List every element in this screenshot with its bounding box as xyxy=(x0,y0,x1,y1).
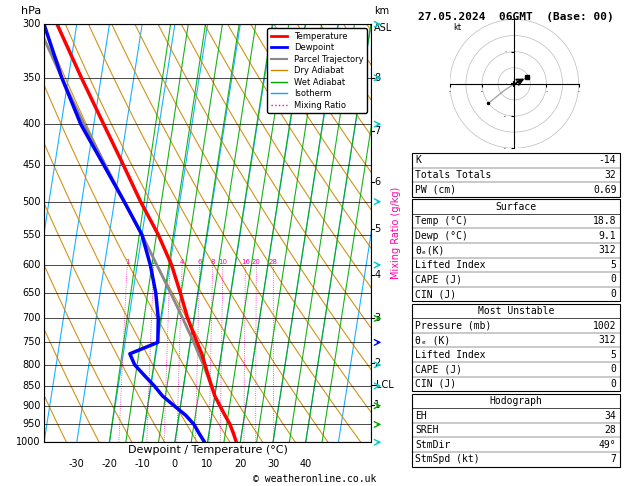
Text: -30: -30 xyxy=(69,459,85,469)
Text: 0: 0 xyxy=(611,379,616,389)
Text: 850: 850 xyxy=(22,381,41,391)
Text: 5: 5 xyxy=(611,260,616,270)
Text: 4: 4 xyxy=(180,259,184,265)
Text: 400: 400 xyxy=(23,119,41,129)
Text: 16: 16 xyxy=(241,259,250,265)
Text: 20: 20 xyxy=(234,459,247,469)
Text: 800: 800 xyxy=(23,360,41,370)
Text: θₑ(K): θₑ(K) xyxy=(415,245,445,255)
Text: 350: 350 xyxy=(22,73,41,83)
Text: ASL: ASL xyxy=(374,23,392,33)
Text: 32: 32 xyxy=(604,170,616,180)
Text: 0: 0 xyxy=(611,289,616,299)
Text: 500: 500 xyxy=(22,197,41,207)
Text: 9.1: 9.1 xyxy=(599,231,616,241)
Text: 4: 4 xyxy=(374,270,381,279)
Text: 10: 10 xyxy=(218,259,228,265)
Text: 2: 2 xyxy=(152,259,156,265)
Text: 28: 28 xyxy=(269,259,278,265)
Text: 1: 1 xyxy=(374,400,381,410)
Text: 900: 900 xyxy=(23,400,41,411)
Text: 7: 7 xyxy=(611,454,616,464)
Text: 18.8: 18.8 xyxy=(593,216,616,226)
Text: 950: 950 xyxy=(22,419,41,430)
Text: 300: 300 xyxy=(23,19,41,29)
Text: Pressure (mb): Pressure (mb) xyxy=(415,321,491,330)
X-axis label: Dewpoint / Temperature (°C): Dewpoint / Temperature (°C) xyxy=(128,445,287,455)
Text: 750: 750 xyxy=(22,337,41,347)
Text: CAPE (J): CAPE (J) xyxy=(415,275,462,284)
Text: 40: 40 xyxy=(299,459,312,469)
Text: EH: EH xyxy=(415,411,427,420)
Text: 5: 5 xyxy=(374,224,381,234)
Text: 28: 28 xyxy=(604,425,616,435)
Text: 600: 600 xyxy=(23,260,41,270)
Text: SREH: SREH xyxy=(415,425,438,435)
Text: kt: kt xyxy=(453,23,461,32)
Text: LCL: LCL xyxy=(376,380,394,390)
Text: CIN (J): CIN (J) xyxy=(415,289,456,299)
Text: Most Unstable: Most Unstable xyxy=(477,306,554,316)
Text: 450: 450 xyxy=(22,160,41,170)
Text: Surface: Surface xyxy=(495,202,537,211)
Legend: Temperature, Dewpoint, Parcel Trajectory, Dry Adiabat, Wet Adiabat, Isotherm, Mi: Temperature, Dewpoint, Parcel Trajectory… xyxy=(267,29,367,113)
Text: 700: 700 xyxy=(22,313,41,324)
Text: 650: 650 xyxy=(22,288,41,298)
Text: 0.69: 0.69 xyxy=(593,185,616,194)
Text: 2: 2 xyxy=(374,358,381,367)
Text: CIN (J): CIN (J) xyxy=(415,379,456,389)
Text: 0: 0 xyxy=(611,364,616,374)
Text: 6: 6 xyxy=(374,176,381,187)
Text: 27.05.2024  06GMT  (Base: 00): 27.05.2024 06GMT (Base: 00) xyxy=(418,12,614,22)
Text: Totals Totals: Totals Totals xyxy=(415,170,491,180)
Text: 0: 0 xyxy=(172,459,178,469)
Text: 1: 1 xyxy=(125,259,130,265)
Text: 550: 550 xyxy=(22,230,41,240)
Text: 7: 7 xyxy=(374,126,381,136)
Text: 6: 6 xyxy=(198,259,202,265)
Text: Temp (°C): Temp (°C) xyxy=(415,216,468,226)
Text: 1000: 1000 xyxy=(16,437,41,447)
Text: 20: 20 xyxy=(252,259,261,265)
Text: 1002: 1002 xyxy=(593,321,616,330)
Text: Lifted Index: Lifted Index xyxy=(415,260,486,270)
Text: hPa: hPa xyxy=(21,6,41,16)
Text: 3: 3 xyxy=(374,313,381,324)
Text: 10: 10 xyxy=(201,459,214,469)
Text: -10: -10 xyxy=(134,459,150,469)
Text: θₑ (K): θₑ (K) xyxy=(415,335,450,345)
Text: Lifted Index: Lifted Index xyxy=(415,350,486,360)
Text: -14: -14 xyxy=(599,156,616,165)
Text: PW (cm): PW (cm) xyxy=(415,185,456,194)
Text: Dewp (°C): Dewp (°C) xyxy=(415,231,468,241)
Text: 49°: 49° xyxy=(599,440,616,450)
Text: 8: 8 xyxy=(374,73,381,83)
Text: 312: 312 xyxy=(599,245,616,255)
Text: 3: 3 xyxy=(168,259,172,265)
Text: 30: 30 xyxy=(267,459,279,469)
Text: StmDir: StmDir xyxy=(415,440,450,450)
Text: K: K xyxy=(415,156,421,165)
Text: 8: 8 xyxy=(211,259,215,265)
Text: 5: 5 xyxy=(611,350,616,360)
Text: Mixing Ratio (g/kg): Mixing Ratio (g/kg) xyxy=(391,187,401,279)
Text: 34: 34 xyxy=(604,411,616,420)
Text: CAPE (J): CAPE (J) xyxy=(415,364,462,374)
Text: 312: 312 xyxy=(599,335,616,345)
Text: © weatheronline.co.uk: © weatheronline.co.uk xyxy=(253,473,376,484)
Text: Hodograph: Hodograph xyxy=(489,396,542,406)
Text: StmSpd (kt): StmSpd (kt) xyxy=(415,454,480,464)
Text: -20: -20 xyxy=(101,459,118,469)
Text: km: km xyxy=(374,6,389,16)
Text: 0: 0 xyxy=(611,275,616,284)
